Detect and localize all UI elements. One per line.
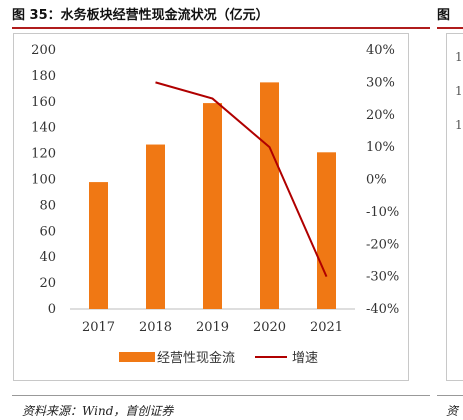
y-right-tick-label: 10% xyxy=(366,140,395,155)
y-right-tick-label: 30% xyxy=(366,75,395,90)
x-tick-label: 2018 xyxy=(139,320,172,335)
title-underline-left xyxy=(12,27,430,29)
next-source-fragment: 资 xyxy=(446,404,459,418)
next-figure-title-fragment: 图 xyxy=(437,8,451,23)
chart-frame xyxy=(13,33,409,381)
figure-title: 图 35：水务板块经营性现金流状况（亿元） xyxy=(12,8,269,23)
next-chart-frame xyxy=(446,33,463,381)
next-axis-label-1: 1 xyxy=(455,50,463,64)
y-left-tick-label: 20 xyxy=(39,276,56,291)
y-left-tick-label: 140 xyxy=(31,121,56,136)
growth-line xyxy=(155,81,328,278)
source-rule-left xyxy=(12,395,430,396)
y-right-tick-label: 40% xyxy=(366,43,395,58)
bar xyxy=(146,144,165,309)
x-tick-label: 2021 xyxy=(310,320,343,335)
legend-line-label: 增速 xyxy=(292,351,318,366)
y-left-tick-label: 120 xyxy=(31,147,56,162)
y-left-tick-label: 160 xyxy=(31,95,56,110)
bar xyxy=(260,82,279,309)
y-left-tick-label: 40 xyxy=(39,250,56,265)
bar xyxy=(89,182,108,309)
y-right-tick-label: -30% xyxy=(366,270,399,285)
y-left-tick-label: 180 xyxy=(31,69,56,84)
y-left-tick-label: 60 xyxy=(39,224,56,239)
bar xyxy=(317,152,336,309)
next-axis-label-3: 1 xyxy=(455,118,463,132)
y-right-tick-label: -40% xyxy=(366,302,399,317)
y-right-tick-label: -20% xyxy=(366,237,399,252)
source-note: 资料来源：Wind，首创证券 xyxy=(22,404,174,418)
bar xyxy=(203,103,222,309)
y-left-tick-label: 0 xyxy=(48,302,56,317)
legend-bar-swatch xyxy=(119,352,155,362)
x-tick-label: 2017 xyxy=(82,320,115,335)
y-right-tick-label: -10% xyxy=(366,205,399,220)
y-left-tick-label: 100 xyxy=(31,173,56,188)
y-right-tick-label: 20% xyxy=(366,108,395,123)
legend-bar-label: 经营性现金流 xyxy=(157,350,235,366)
next-axis-label-2: 1 xyxy=(455,84,463,98)
title-underline-right xyxy=(437,27,463,29)
y-left-tick-label: 80 xyxy=(39,198,56,213)
y-right-tick-label: 0% xyxy=(366,173,387,188)
x-tick-label: 2020 xyxy=(253,320,286,335)
y-left-tick-label: 200 xyxy=(31,43,56,58)
x-tick-label: 2019 xyxy=(196,320,229,335)
source-rule-right xyxy=(437,395,463,396)
